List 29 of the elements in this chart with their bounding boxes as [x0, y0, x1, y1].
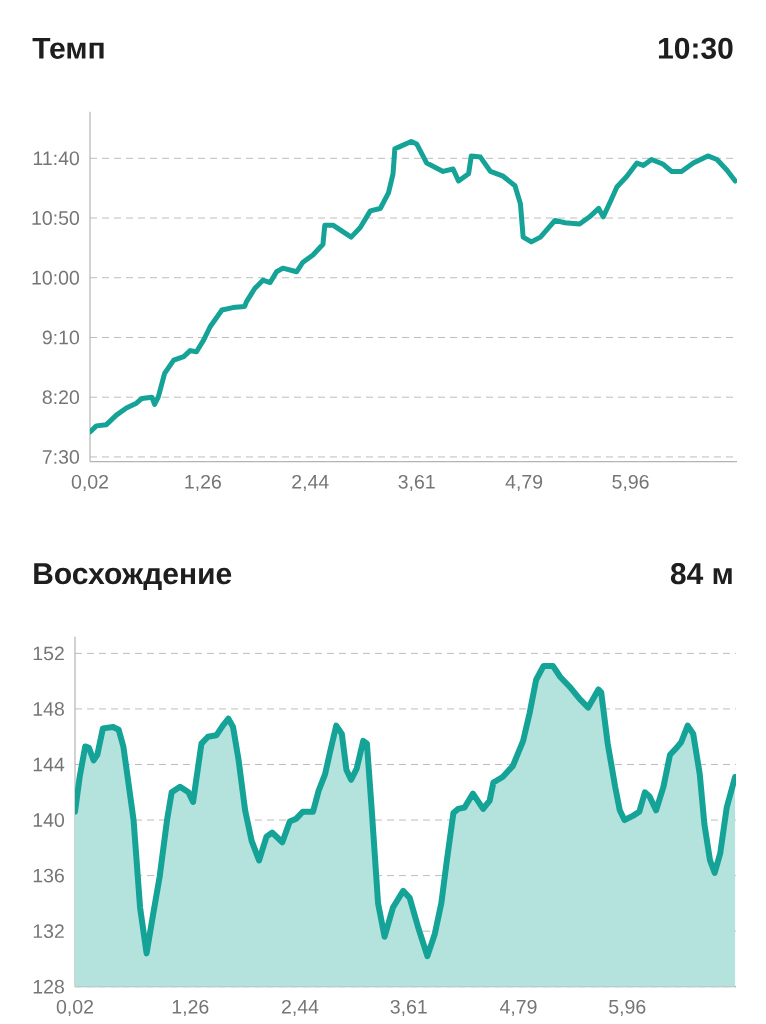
x-tick-label: 0,02 [71, 474, 108, 492]
chart-title: Восхождение [34, 563, 232, 590]
y-tick-label: 128 [33, 979, 64, 994]
text: 84 м [670, 563, 732, 585]
y-tick-label: 9:10 [42, 330, 80, 345]
y-tick-label: 7:30 [42, 450, 80, 464]
y-tick-label: 144 [33, 757, 65, 772]
text: 10:30 [658, 37, 733, 59]
x-tick-label: 1,26 [185, 474, 221, 492]
y-tick-label: 10:50 [32, 211, 80, 225]
y-tick-label: 132 [33, 924, 64, 939]
y-tick-label: 8:20 [42, 390, 80, 405]
x-tick-label: 2,44 [292, 474, 329, 492]
x-tick-label: 4,79 [505, 474, 543, 492]
x-tick-label: 5,96 [612, 474, 649, 492]
y-tick-label: 152 [33, 646, 64, 661]
y-tick-label: 148 [33, 702, 64, 716]
x-tick-label: 3,61 [390, 999, 427, 1017]
x-tick-label: 4,79 [499, 999, 537, 1017]
x-tick-label: 3,61 [398, 474, 435, 492]
y-tick-label: 10:00 [32, 270, 80, 285]
x-tick-label: 0,02 [56, 999, 93, 1017]
chart-title: Темп [32, 37, 104, 59]
y-tick-label: 136 [33, 868, 64, 883]
y-tick-label: 140 [33, 813, 65, 827]
x-tick-label: 2,44 [281, 999, 319, 1017]
x-tick-label: 5,96 [609, 999, 646, 1017]
x-tick-label: 1,26 [172, 999, 209, 1017]
y-tick-label: 11:40 [33, 151, 80, 166]
